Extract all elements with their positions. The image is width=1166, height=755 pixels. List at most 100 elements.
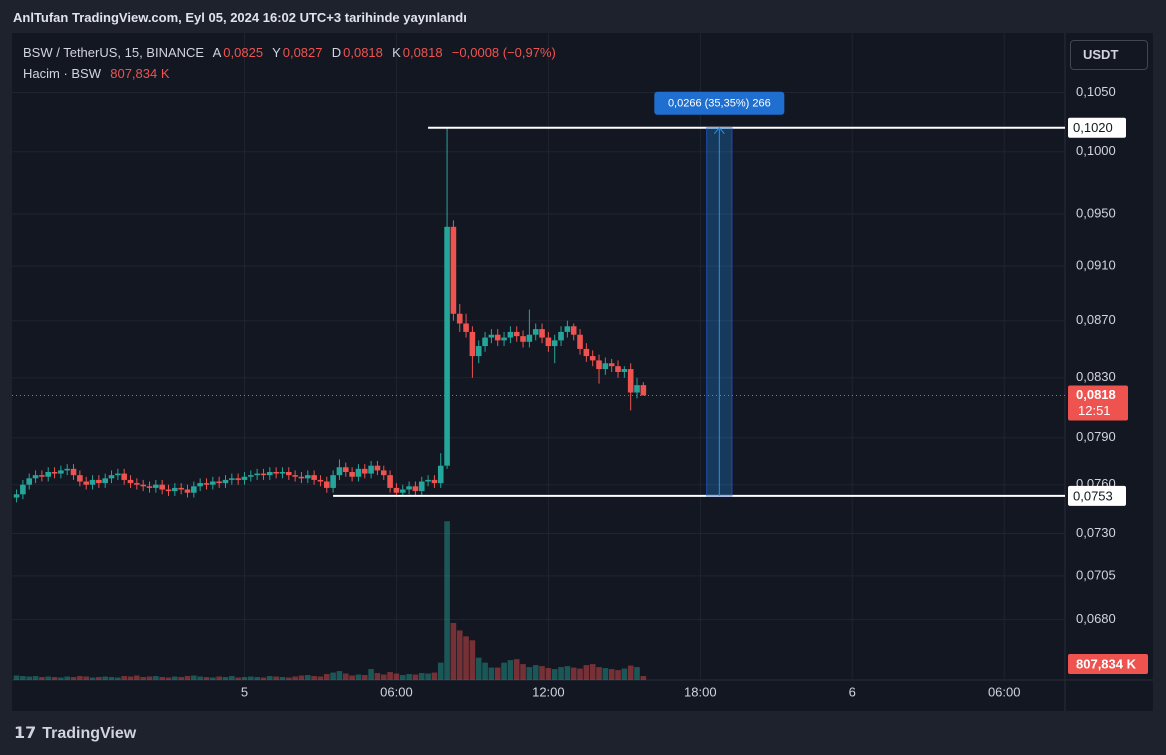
candle-body [279,471,286,474]
candle-body [634,385,640,393]
volume-bar [444,521,450,680]
candle-body [608,363,615,367]
volume-bar [89,677,96,680]
candle-body [127,479,134,484]
candle-body [558,331,564,341]
candle-body [20,484,26,495]
logo-text: TradingView [42,725,137,742]
volume-bar [475,657,482,680]
candle-body [140,484,146,487]
candle-body [260,473,267,476]
candle-body [463,323,469,332]
volume-bar [469,640,476,680]
volume-bar [64,676,71,680]
candle-body [513,331,520,337]
candle-body [83,481,90,485]
x-tick-label: 18:00 [684,684,717,699]
volume-bar [127,676,134,680]
candle-body [146,486,153,488]
volume-bar [260,677,267,680]
volume-bar [159,677,165,680]
change: −0,0008 (−0,97%) [451,45,556,60]
volume-bar [393,673,400,680]
candle-body [469,331,476,357]
y-tick-label: 0,0680 [1076,611,1116,626]
candle-body [39,475,45,477]
candle-body [172,487,178,492]
candle-body [615,366,621,372]
volume-bar [513,659,520,680]
y-tick-label: 0,1000 [1076,143,1116,158]
chart-panel [12,33,1153,711]
candle-body [45,471,52,477]
candle-body [178,487,184,490]
candle-body [115,473,121,476]
volume-bar [304,675,311,680]
volume-bar [570,667,577,680]
footer-logo: 𝟭𝟳 TradingView [14,723,136,743]
candle-body [26,478,33,485]
volume-bar [115,677,121,680]
candle-body [349,471,355,477]
volume-bar [203,677,210,680]
legend: BSW / TetherUS, 15, BINANCE A 0,0825 Y 0,0… [23,45,558,60]
x-tick-label: 06:00 [988,684,1021,699]
candle-body [77,475,83,482]
candle-body [399,489,406,493]
volume-bar [545,668,552,680]
volume-bar [96,677,102,680]
candle-body [32,475,39,479]
volume-bar [507,660,514,680]
candle-body [393,487,400,493]
volume-bar [456,630,463,680]
y-tick-label: 0,0830 [1076,369,1116,384]
candle-body [298,476,305,479]
low-label: D [331,45,342,60]
candle-body [317,479,324,482]
currency-button[interactable]: USDT [1070,40,1148,70]
candle-body [437,465,444,484]
candle-body [254,473,260,476]
volume-bar [298,675,305,680]
volume-bar [279,677,286,680]
volume-bar [134,675,140,680]
candle-body [532,329,539,335]
price-label-box [1068,485,1126,506]
candle-body [551,340,558,347]
price-label-box [1068,117,1126,138]
price-label: 0,1020 [1073,120,1113,135]
candle-body [526,334,533,342]
volume-bar [39,677,45,680]
volume-legend: Hacim · BSW 807,834 K [23,66,172,81]
x-tick-label: 5 [241,684,248,699]
candle-body [165,489,172,492]
candle-body [222,479,229,484]
volume-bar [83,676,90,680]
y-tick-label: 0,0705 [1076,567,1116,582]
candle-body [184,489,191,493]
candle-body [121,473,127,480]
volume-bar [222,677,229,680]
candle-body [380,470,387,476]
volume-bar [589,664,596,680]
volume-bar [608,669,615,680]
candle-body [203,483,210,485]
volume-bar [627,665,634,680]
candle-body [602,363,609,370]
volume-bar [412,674,419,680]
measure-label: 0,0266 (35,35%) 266 [668,98,771,110]
volume-bar [387,672,393,680]
candle-body [70,468,77,476]
volume-bar [317,676,324,680]
candle-body [431,479,438,484]
candle-body [159,484,165,490]
volume-bar [235,677,241,680]
volume-bar [102,676,108,680]
volume-bar [488,667,495,680]
volume-bar [380,674,387,680]
volume-bar [32,676,39,680]
high-value: 0,0827 [282,45,323,60]
candle-body [191,486,197,493]
candle-body [507,331,514,338]
